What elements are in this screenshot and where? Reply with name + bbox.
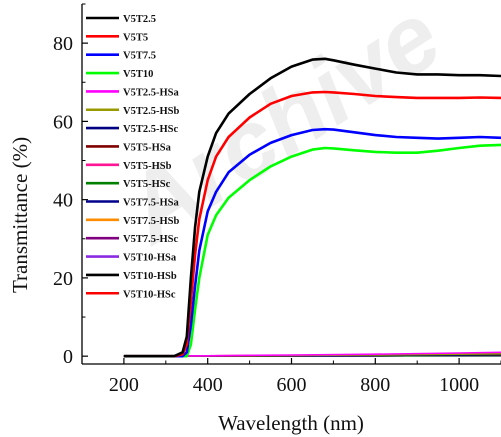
series-line-0: [123, 57, 501, 358]
y-tick-label: 40: [53, 190, 73, 212]
series-line-3: [123, 143, 501, 358]
series-line-4: [123, 351, 501, 357]
x-tick-label: 600: [277, 374, 307, 396]
x-axis-title: Wavelength (nm): [218, 411, 364, 435]
legend-label: V5T5: [123, 32, 148, 43]
x-tick-label: 200: [109, 374, 139, 396]
legend-label: V5T10: [123, 69, 153, 80]
legend: V5T2.5 V5T5 V5T7.5 V5T10 V5T2.5-HSa V5T2.5-HS…: [86, 14, 179, 300]
legend-label: V5T5-HSb: [123, 161, 172, 172]
axes: 200 400 600 800 1000 0 20 40 60 80: [53, 3, 501, 396]
y-axis-title: Transmittance (%): [8, 137, 32, 293]
legend-label: V5T7.5-HSc: [123, 234, 178, 245]
legend-label: V5T5-HSc: [123, 179, 171, 190]
x-tick-label: 400: [193, 374, 223, 396]
y-tick-label: 0: [63, 346, 73, 368]
x-tick-label: 800: [360, 374, 390, 396]
legend-label: V5T2.5-HSb: [123, 106, 179, 117]
legend-label: V5T7.5-HSb: [123, 216, 179, 227]
legend-label: V5T7.5-HSa: [123, 198, 179, 209]
legend-label: V5T10-HSc: [123, 289, 176, 300]
legend-label: V5T2.5-HSa: [123, 87, 179, 98]
legend-label: V5T10-HSa: [123, 253, 177, 264]
legend-label: V5T2.5-HSc: [123, 124, 178, 135]
x-tick-label: 1000: [439, 374, 479, 396]
series-line-2: [123, 127, 501, 358]
legend-label: V5T2.5: [123, 14, 156, 25]
legend-label: V5T5-HSa: [123, 142, 172, 153]
series-lines: [123, 57, 501, 358]
legend-label: V5T10-HSb: [123, 271, 177, 282]
legend-label: V5T7.5: [123, 51, 156, 62]
y-tick-label: 60: [53, 111, 73, 133]
y-tick-label: 80: [53, 33, 73, 55]
y-tick-label: 20: [53, 268, 73, 290]
series-line-1: [123, 90, 501, 358]
